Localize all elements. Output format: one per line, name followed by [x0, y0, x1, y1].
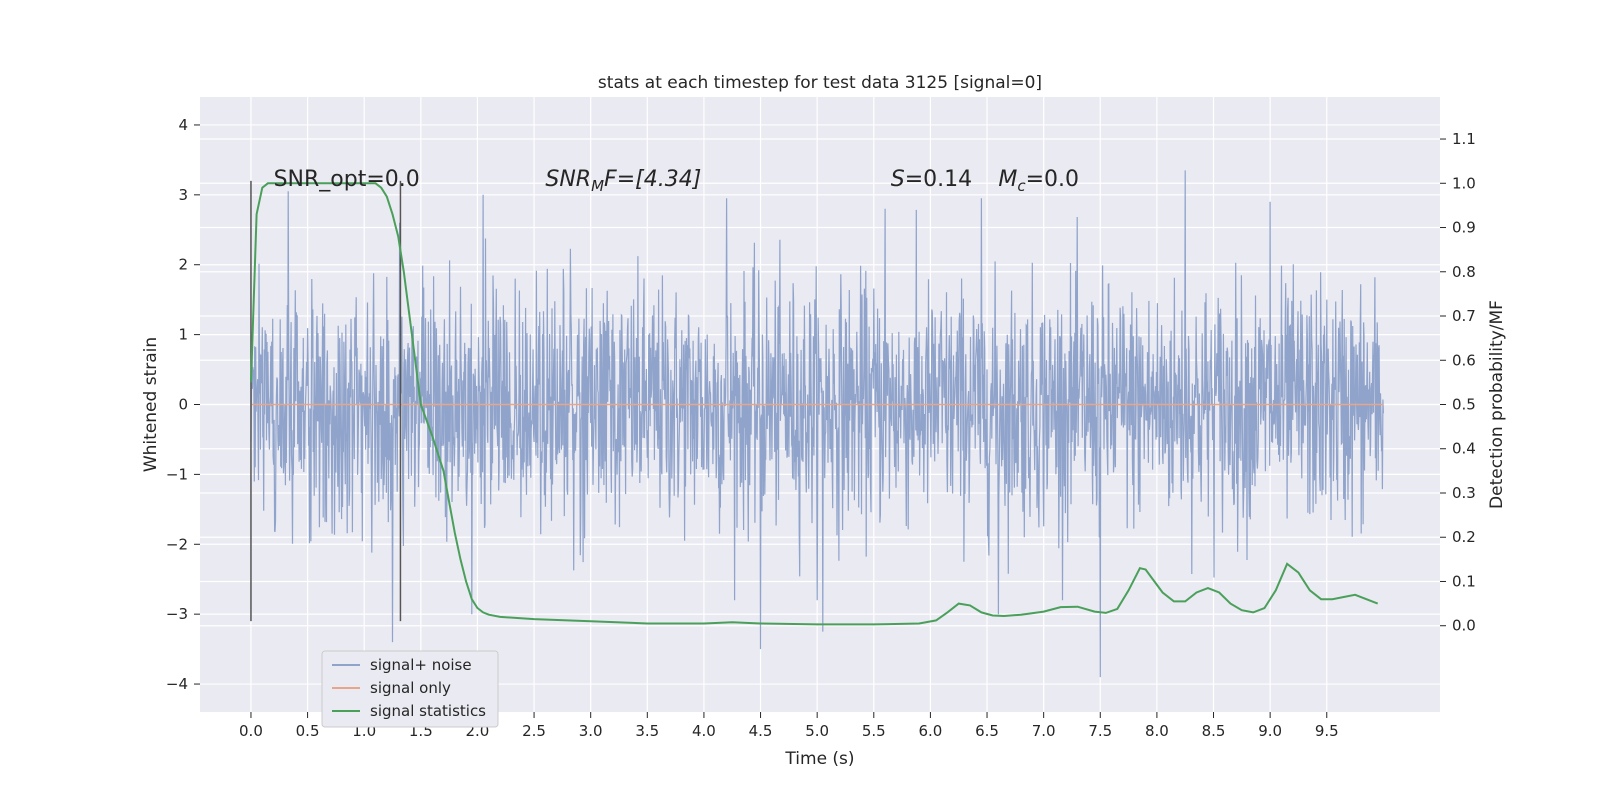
x-tick-label: 3.5: [635, 722, 659, 740]
series-signal-noise: [250, 170, 1384, 678]
y2-tick-label: 1.0: [1452, 174, 1476, 192]
x-tick-label: 3.0: [579, 722, 603, 740]
x-tick-label: 6.5: [975, 722, 999, 740]
y-tick-label: 1: [178, 326, 188, 344]
x-tick-label: 4.5: [749, 722, 773, 740]
x-tick-label: 8.5: [1202, 722, 1226, 740]
x-tick-label: 4.0: [692, 722, 716, 740]
annotation-label: S: [891, 167, 905, 192]
y2-tick-label: 0.7: [1452, 307, 1476, 325]
legend-label: signal only: [370, 679, 451, 697]
y2-tick-label: 0.5: [1452, 396, 1476, 414]
annotation-subscript: M: [591, 177, 604, 195]
legend: signal+ noise signal only signal statistic…: [321, 650, 499, 728]
y-tick-label: 4: [178, 116, 188, 134]
y-tick-label: −3: [166, 605, 188, 623]
chart-title: stats at each timestep for test data 312…: [598, 73, 1042, 93]
y2-tick-label: 0.4: [1452, 440, 1476, 458]
annotation: SNR_opt=0.0: [274, 167, 420, 192]
y-axis-label: Whitened strain: [141, 337, 161, 472]
y2-tick-label: 0.2: [1452, 528, 1476, 546]
y-tick-label: −1: [166, 465, 188, 483]
y-tick-label: −4: [166, 675, 188, 693]
annotation-value: =0.14: [905, 167, 972, 192]
y2-tick-label: 0.9: [1452, 219, 1476, 237]
x-tick-label: 8.0: [1145, 722, 1169, 740]
y2-tick-label: 1.1: [1452, 130, 1476, 148]
x-axis-label: Time (s): [784, 749, 854, 769]
annotation-label: SNR_opt=0.0: [274, 167, 420, 192]
y-tick-label: −2: [166, 535, 188, 553]
annotation: Mc=0.0: [998, 167, 1079, 195]
y-ticks: −4 −3 −2 −1 0 1 2 3 4: [166, 116, 200, 693]
annotation: S=0.14: [891, 167, 972, 192]
series-signal-statistics: [250, 182, 1379, 626]
x-tick-label: 2.5: [522, 722, 546, 740]
x-tick-label: 5.0: [805, 722, 829, 740]
x-tick-label: 9.5: [1315, 722, 1339, 740]
annotation-subscript: c: [1017, 177, 1026, 195]
annotation-value: F=[4.34]: [604, 167, 701, 192]
annotation-label: M: [998, 167, 1017, 192]
x-tick-label: 0.0: [239, 722, 263, 740]
legend-box: [321, 650, 499, 728]
y2-tick-label: 0.1: [1452, 572, 1476, 590]
y-tick-label: 0: [178, 396, 188, 414]
y2-tick-label: 0.3: [1452, 484, 1476, 502]
annotations: SNR_opt=0.0 SNRMF=[4.34] S=0.14 Mc=0.0: [274, 167, 1079, 195]
legend-label: signal statistics: [370, 702, 486, 720]
y2-tick-label: 0.6: [1452, 351, 1476, 369]
y2-tick-label: 0.8: [1452, 263, 1476, 281]
annotation-value: =0.0: [1026, 167, 1079, 192]
legend-label: signal+ noise: [370, 656, 472, 674]
y2-axis-label: Detection probability/MF: [1487, 300, 1507, 509]
annotation-label: SNR: [545, 167, 591, 192]
x-tick-label: 7.0: [1032, 722, 1056, 740]
x-tick-label: 9.0: [1258, 722, 1282, 740]
annotation: SNRMF=[4.34]: [545, 167, 701, 195]
x-tick-label: 7.5: [1088, 722, 1112, 740]
y-tick-label: 3: [178, 186, 188, 204]
y2-ticks: 0.0 0.1 0.2 0.3 0.4 0.5 0.6 0.7 0.8 0.9 1.0 1.1: [1440, 130, 1476, 635]
x-tick-label: 6.0: [918, 722, 942, 740]
y2-tick-label: 0.0: [1452, 617, 1476, 635]
x-tick-label: 5.5: [862, 722, 886, 740]
x-tick-label: 0.5: [296, 722, 320, 740]
y-tick-label: 2: [178, 256, 188, 274]
